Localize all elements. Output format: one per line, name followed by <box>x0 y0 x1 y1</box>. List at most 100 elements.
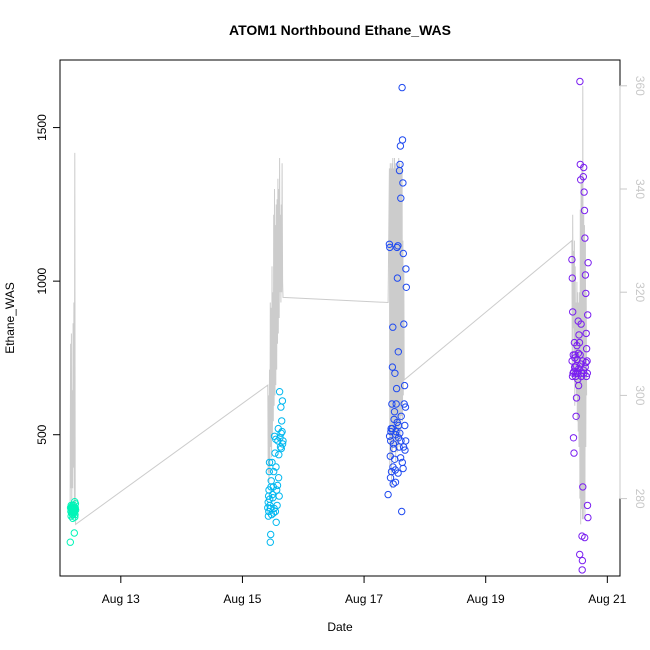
data-point <box>71 506 80 514</box>
data-point <box>389 440 398 448</box>
data-point <box>388 400 396 408</box>
data-point <box>393 243 401 252</box>
secondary-y-tick-label: 320 <box>633 282 647 302</box>
data-point <box>576 351 584 359</box>
data-point <box>583 501 592 510</box>
data-point <box>570 449 578 457</box>
data-point <box>578 556 587 565</box>
y-tick-label: 1000 <box>35 267 49 294</box>
x-tick-label: Aug 17 <box>345 592 383 606</box>
data-point <box>401 421 409 430</box>
data-point <box>575 331 583 339</box>
data-point <box>572 394 581 402</box>
data-point <box>399 464 407 473</box>
data-point <box>268 458 276 467</box>
data-point <box>582 372 591 381</box>
data-point <box>569 434 578 442</box>
secondary-y-axis: 280 300 320 340 360 <box>619 76 647 509</box>
data-point <box>394 242 402 250</box>
data-point <box>579 483 587 491</box>
x-axis: Aug 13 Aug 15 Aug 17 Aug 19 Aug 21 <box>102 575 627 606</box>
data-point <box>578 357 587 365</box>
secondary-trace-line <box>69 85 588 526</box>
data-point <box>389 480 397 488</box>
y-axis: 500 1000 1500 <box>35 114 61 445</box>
data-point <box>277 444 285 453</box>
secondary-y-tick-label: 340 <box>633 179 647 199</box>
data-point <box>269 509 278 517</box>
secondary-y-tick-label: 280 <box>633 489 647 509</box>
data-point <box>392 400 400 408</box>
data-point <box>273 481 282 490</box>
data-point <box>579 173 587 181</box>
data-point <box>574 381 583 390</box>
data-point <box>398 83 406 92</box>
data-point <box>275 451 283 459</box>
data-point <box>272 463 280 471</box>
secondary-y-tick-label: 360 <box>633 76 647 96</box>
data-point <box>580 206 589 215</box>
data-point <box>278 417 286 425</box>
data-point <box>392 427 400 436</box>
x-axis-label: Date <box>327 620 353 634</box>
data-point <box>70 507 79 516</box>
data-point <box>272 435 280 443</box>
data-point <box>402 265 410 273</box>
data-point <box>396 142 405 150</box>
data-point <box>582 345 591 353</box>
data-point <box>574 349 583 357</box>
data-point <box>278 427 286 436</box>
plot-frame <box>59 59 621 577</box>
data-point <box>272 518 280 526</box>
data-point <box>572 412 580 420</box>
data-point <box>578 566 586 574</box>
data-point <box>279 437 287 445</box>
data-point <box>265 467 273 476</box>
data-point <box>391 455 399 463</box>
y-axis-label: Ethane_WAS <box>3 282 17 354</box>
data-point <box>401 403 410 411</box>
data-point <box>569 308 577 316</box>
data-point <box>583 369 591 377</box>
data-point <box>582 358 590 367</box>
data-point <box>400 381 409 390</box>
data-point <box>580 188 588 196</box>
data-point <box>584 311 592 319</box>
data-point <box>581 234 589 242</box>
data-point <box>581 533 589 542</box>
points-layer <box>66 77 592 574</box>
data-point <box>278 440 287 448</box>
data-point <box>575 338 584 347</box>
data-point <box>389 323 397 331</box>
data-point <box>70 529 79 537</box>
data-point <box>71 513 79 521</box>
data-point <box>398 136 407 144</box>
data-point <box>568 274 576 282</box>
data-point <box>386 243 394 252</box>
data-point <box>388 363 397 371</box>
data-point <box>397 194 405 202</box>
data-point <box>582 289 590 298</box>
secondary-y-tick-label: 300 <box>633 385 647 405</box>
data-point <box>391 369 399 377</box>
data-point <box>577 320 585 328</box>
data-point <box>274 474 283 482</box>
data-point <box>386 474 395 482</box>
data-point <box>391 478 400 486</box>
data-point <box>277 403 285 411</box>
data-point <box>270 467 278 476</box>
data-point <box>385 432 394 440</box>
data-point <box>402 283 410 291</box>
x-tick-label: Aug 13 <box>102 592 140 606</box>
x-tick-label: Aug 19 <box>467 592 505 606</box>
data-point <box>278 397 287 405</box>
data-point <box>268 490 277 499</box>
data-point <box>402 437 410 445</box>
data-point <box>277 429 285 437</box>
data-point <box>397 412 405 420</box>
data-point <box>399 249 407 258</box>
data-point <box>571 351 579 359</box>
secondary-trace-layer <box>69 85 588 526</box>
data-point <box>69 514 77 522</box>
